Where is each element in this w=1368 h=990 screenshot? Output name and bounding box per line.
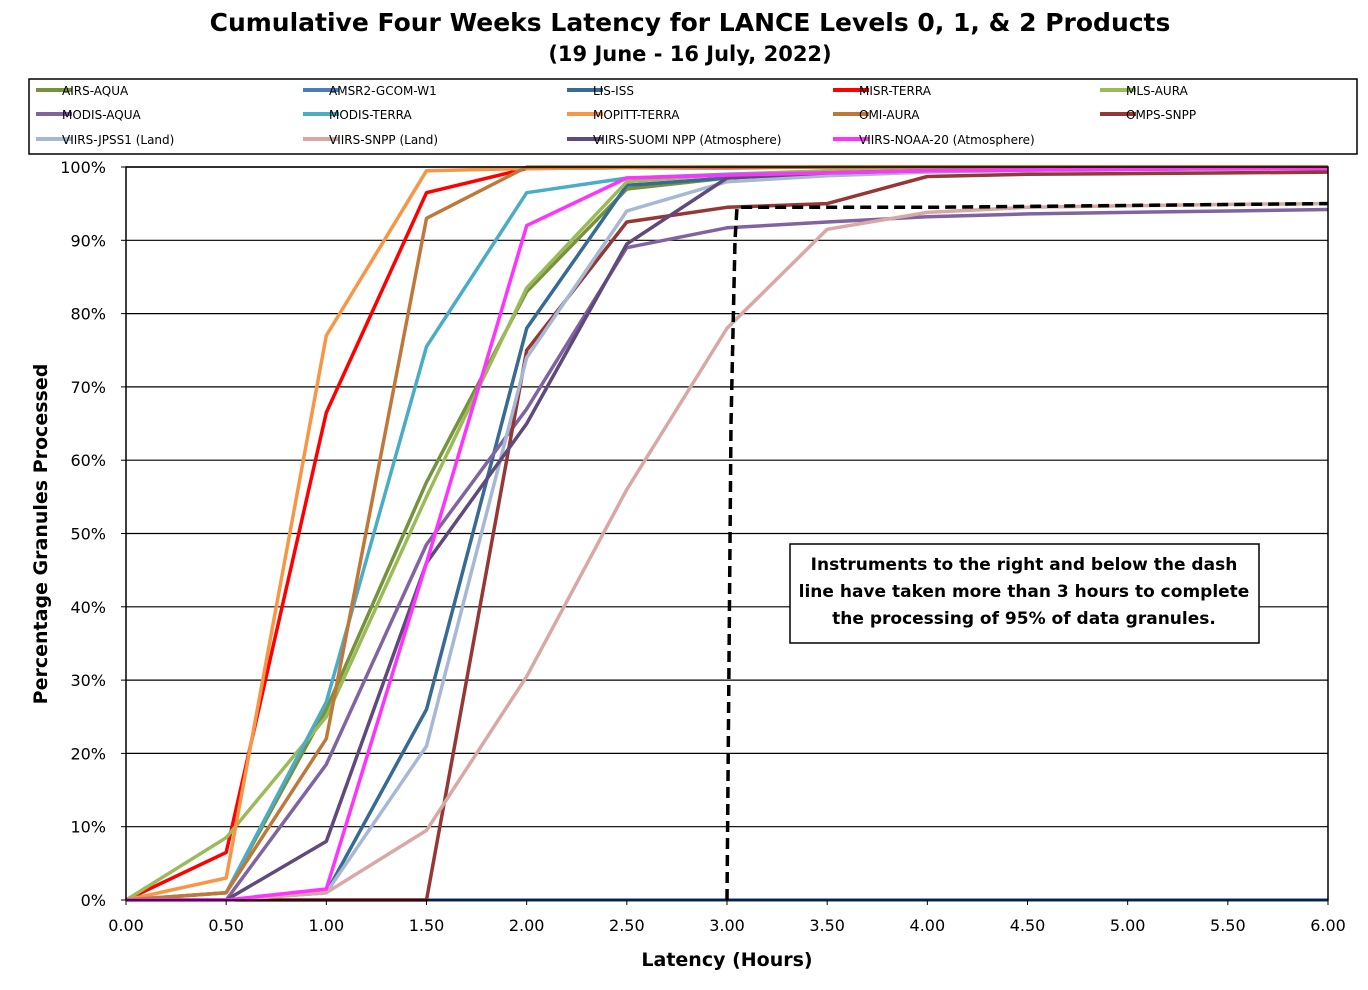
legend: AIRS-AQUA AMSR2-GCOM-W1 LIS-ISS MISR-TERRA M… [28, 78, 1358, 155]
x-tick-label: 5.00 [1110, 916, 1146, 935]
x-tick-label: 6.00 [1310, 916, 1346, 935]
x-tick-label: 5.50 [1210, 916, 1246, 935]
x-tick-label: 0.00 [108, 916, 144, 935]
legend-label: VIIRS-SNPP (Land) [329, 133, 438, 147]
y-tick-label: 60% [70, 451, 106, 470]
legend-label: MOPITT-TERRA [593, 108, 680, 122]
series-line-viirs-snpp-land [126, 201, 1329, 902]
legend-label: VIIRS-NOAA-20 (Atmosphere) [859, 133, 1035, 147]
chart-subtitle: (19 June - 16 July, 2022) [548, 42, 832, 66]
series-line-viirs-noaa-20-atmosphere [126, 166, 1328, 902]
threshold-line [725, 201, 1329, 901]
y-tick-label: 40% [70, 598, 106, 617]
axes: 0% 10% 20% 30% 40% 50% 60% 70% 80% 90% 100% 0.00 0.5… [60, 158, 1346, 935]
x-tick-label: 0.50 [208, 916, 244, 935]
annotation-text: Instruments to the right and below the d… [811, 555, 1238, 575]
annotation-box: Instruments to the right and below the d… [789, 543, 1260, 644]
y-tick-label: 90% [70, 231, 106, 250]
legend-label: OMI-AURA [859, 108, 920, 122]
annotation-rect [789, 543, 1260, 644]
x-tick-label: 3.00 [709, 916, 745, 935]
y-tick-label: 80% [70, 305, 106, 324]
legend-label: OMPS-SNPP [1126, 108, 1196, 122]
x-tick-label: 4.50 [1010, 916, 1046, 935]
legend-label: MODIS-TERRA [329, 108, 413, 122]
y-tick-label: 30% [70, 671, 106, 690]
legend-label: AMSR2-GCOM-W1 [329, 84, 437, 98]
x-tick-label: 1.00 [309, 916, 345, 935]
legend-label: VIIRS-JPSS1 (Land) [62, 133, 174, 147]
x-tick-label: 4.00 [910, 916, 946, 935]
legend-label: AIRS-AQUA [62, 84, 129, 98]
y-tick-label: 10% [70, 818, 106, 837]
y-tick-label: 0% [81, 891, 106, 910]
annotation-text: line have taken more than 3 hours to com… [799, 582, 1250, 602]
x-axis-title: Latency (Hours) [641, 949, 812, 971]
legend-label: MLS-AURA [1126, 84, 1189, 98]
annotation-text: the processing of 95% of data granules. [832, 609, 1216, 629]
legend-label: VIIRS-SUOMI NPP (Atmosphere) [593, 133, 781, 147]
threshold-dashed-line [725, 201, 1329, 901]
y-tick-label: 50% [70, 525, 106, 544]
x-tick-label: 3.50 [809, 916, 845, 935]
legend-label: MODIS-AQUA [62, 108, 141, 122]
series-line-modis-aqua [126, 207, 1329, 902]
x-tick-label: 1.50 [409, 916, 445, 935]
chart-title: Cumulative Four Weeks Latency for LANCE … [209, 8, 1171, 37]
y-tick-label: 70% [70, 378, 106, 397]
x-tick-label: 2.50 [609, 916, 645, 935]
legend-label: LIS-ISS [593, 84, 634, 98]
y-axis-title: Percentage Granules Processed [30, 364, 52, 705]
y-tick-label: 20% [70, 744, 106, 763]
y-tick-label: 100% [60, 158, 106, 177]
x-tick-label: 2.00 [509, 916, 545, 935]
legend-label: MISR-TERRA [859, 84, 932, 98]
